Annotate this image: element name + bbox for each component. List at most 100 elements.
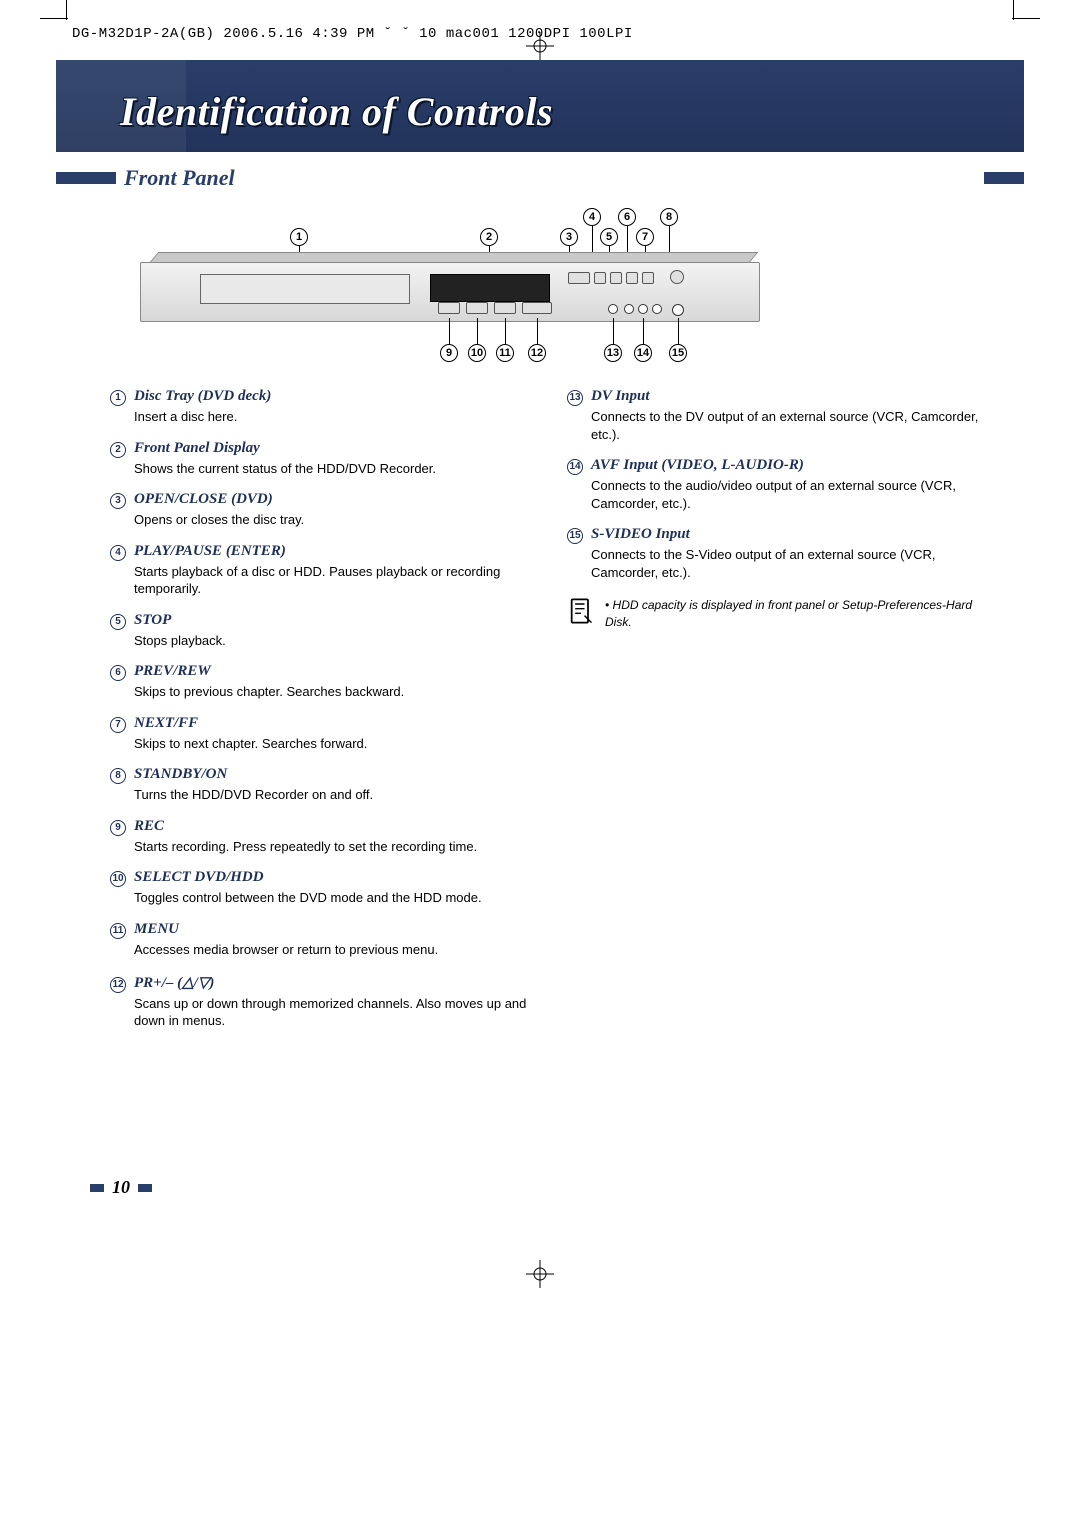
title-12: PR+/– (△/▽) bbox=[134, 973, 214, 992]
num-14: 14 bbox=[567, 459, 583, 475]
title-7: NEXT/FF bbox=[134, 715, 198, 732]
item-11: 11 MENU Accesses media browser or return t… bbox=[110, 921, 543, 959]
callout-12: 12 bbox=[528, 344, 546, 362]
video-jack bbox=[624, 304, 634, 314]
standby-btn bbox=[670, 270, 684, 284]
desc-7: Skips to next chapter. Searches forward. bbox=[110, 735, 543, 753]
item-9: 9 REC Starts recording. Press repeatedly t… bbox=[110, 818, 543, 856]
title-14: AVF Input (VIDEO, L-AUDIO-R) bbox=[591, 457, 804, 474]
num-2: 2 bbox=[110, 442, 126, 458]
title-11: MENU bbox=[134, 921, 179, 938]
left-column: 1Disc Tray (DVD deck)Insert a disc here.… bbox=[110, 388, 543, 1044]
title-15: S-VIDEO Input bbox=[591, 526, 690, 543]
note: • HDD capacity is displayed in front pan… bbox=[567, 597, 1000, 631]
callout-9: 9 bbox=[440, 344, 458, 362]
front-display bbox=[430, 274, 550, 302]
page-number-bar-left bbox=[90, 1184, 104, 1192]
item-7: 7 NEXT/FF Skips to next chapter. Searches … bbox=[110, 715, 543, 753]
callout-13: 13 bbox=[604, 344, 622, 362]
callout-10: 10 bbox=[468, 344, 486, 362]
num-10: 10 bbox=[110, 871, 126, 887]
menu-btn bbox=[494, 302, 516, 314]
prev-btn bbox=[626, 272, 638, 284]
section-bar-right bbox=[984, 172, 1024, 184]
callout-14: 14 bbox=[634, 344, 652, 362]
title-8: STANDBY/ON bbox=[134, 766, 227, 783]
content-columns: 1Disc Tray (DVD deck)Insert a disc here.… bbox=[110, 388, 1000, 1044]
desc-5: Stops playback. bbox=[110, 632, 543, 650]
disc-tray bbox=[200, 274, 410, 304]
title-9: REC bbox=[134, 818, 164, 835]
right-column: 13DV InputConnects to the DV output of a… bbox=[567, 388, 1000, 1044]
callout-15: 15 bbox=[669, 344, 687, 362]
desc-11: Accesses media browser or return to prev… bbox=[110, 941, 543, 959]
num-8: 8 bbox=[110, 768, 126, 784]
callout-2: 2 bbox=[480, 228, 498, 246]
item-8: 8 STANDBY/ON Turns the HDD/DVD Recorder on… bbox=[110, 766, 543, 804]
page-number: 10 bbox=[90, 1177, 152, 1198]
section-bar-left bbox=[56, 172, 116, 184]
num-15: 15 bbox=[567, 528, 583, 544]
callout-1: 1 bbox=[290, 228, 308, 246]
callout-8: 8 bbox=[660, 208, 678, 226]
front-panel-diagram: 1 2 3 4 5 6 7 8 9 10 11 12 13 14 15 bbox=[140, 200, 780, 380]
item-6: 6 PREV/REW Skips to previous chapter. Sear… bbox=[110, 663, 543, 701]
title-2: Front Panel Display bbox=[134, 440, 260, 457]
callout-7: 7 bbox=[636, 228, 654, 246]
callout-6: 6 bbox=[618, 208, 636, 226]
num-1: 1 bbox=[110, 390, 126, 406]
page-title: Identification of Controls bbox=[120, 88, 553, 135]
desc-12: Scans up or down through memorized chann… bbox=[110, 995, 543, 1030]
svideo-jack bbox=[672, 304, 684, 316]
item-10: 10SELECT DVD/HDDToggles control between … bbox=[110, 869, 543, 907]
desc-1: Insert a disc here. bbox=[110, 408, 543, 426]
note-text: • HDD capacity is displayed in front pan… bbox=[605, 597, 1000, 631]
item-12: 12 PR+/– (△/▽) Scans up or down through me… bbox=[110, 973, 543, 1030]
item-14: 14 AVF Input (VIDEO, L-AUDIO-R) Connects t… bbox=[567, 457, 1000, 512]
desc-13: Connects to the DV output of an external… bbox=[567, 408, 1000, 443]
open-close-btn bbox=[568, 272, 590, 284]
desc-3: Opens or closes the disc tray. bbox=[110, 511, 543, 529]
item-1: 1Disc Tray (DVD deck)Insert a disc here. bbox=[110, 388, 543, 426]
registration-mark-bottom-icon bbox=[526, 1260, 554, 1288]
num-9: 9 bbox=[110, 820, 126, 836]
num-11: 11 bbox=[110, 923, 126, 939]
rec-btn bbox=[438, 302, 460, 314]
callout-5: 5 bbox=[600, 228, 618, 246]
num-4: 4 bbox=[110, 545, 126, 561]
select-btn bbox=[466, 302, 488, 314]
audio-l-jack bbox=[638, 304, 648, 314]
item-13: 13DV InputConnects to the DV output of a… bbox=[567, 388, 1000, 443]
desc-2: Shows the current status of the HDD/DVD … bbox=[110, 460, 543, 478]
item-3: 3OPEN/CLOSE (DVD)Opens or closes the dis… bbox=[110, 491, 543, 529]
item-5: 5STOPStops playback. bbox=[110, 612, 543, 650]
desc-9: Starts recording. Press repeatedly to se… bbox=[110, 838, 543, 856]
desc-8: Turns the HDD/DVD Recorder on and off. bbox=[110, 786, 543, 804]
next-btn bbox=[642, 272, 654, 284]
desc-4: Starts playback of a disc or HDD. Pauses… bbox=[110, 563, 543, 598]
num-12: 12 bbox=[110, 977, 126, 993]
audio-r-jack bbox=[652, 304, 662, 314]
callout-3: 3 bbox=[560, 228, 578, 246]
desc-14: Connects to the audio/video output of an… bbox=[567, 477, 1000, 512]
desc-15: Connects to the S-Video output of an ext… bbox=[567, 546, 1000, 581]
page-number-text: 10 bbox=[112, 1177, 130, 1198]
item-2: 2 Front Panel Display Shows the current st… bbox=[110, 440, 543, 478]
callout-4: 4 bbox=[583, 208, 601, 226]
num-13: 13 bbox=[567, 390, 583, 406]
title-6: PREV/REW bbox=[134, 663, 211, 680]
item-15: 15 S-VIDEO Input Connects to the S-Video o… bbox=[567, 526, 1000, 581]
title-3: OPEN/CLOSE (DVD) bbox=[134, 491, 273, 508]
dv-jack bbox=[608, 304, 618, 314]
title-10: SELECT DVD/HDD bbox=[134, 869, 264, 886]
note-icon bbox=[567, 597, 595, 631]
desc-6: Skips to previous chapter. Searches back… bbox=[110, 683, 543, 701]
num-6: 6 bbox=[110, 665, 126, 681]
num-5: 5 bbox=[110, 614, 126, 630]
title-4: PLAY/PAUSE (ENTER) bbox=[134, 543, 286, 560]
stop-btn bbox=[610, 272, 622, 284]
play-btn bbox=[594, 272, 606, 284]
num-7: 7 bbox=[110, 717, 126, 733]
item-4: 4 PLAY/PAUSE (ENTER) Starts playback of a … bbox=[110, 543, 543, 598]
pr-btn bbox=[522, 302, 552, 314]
